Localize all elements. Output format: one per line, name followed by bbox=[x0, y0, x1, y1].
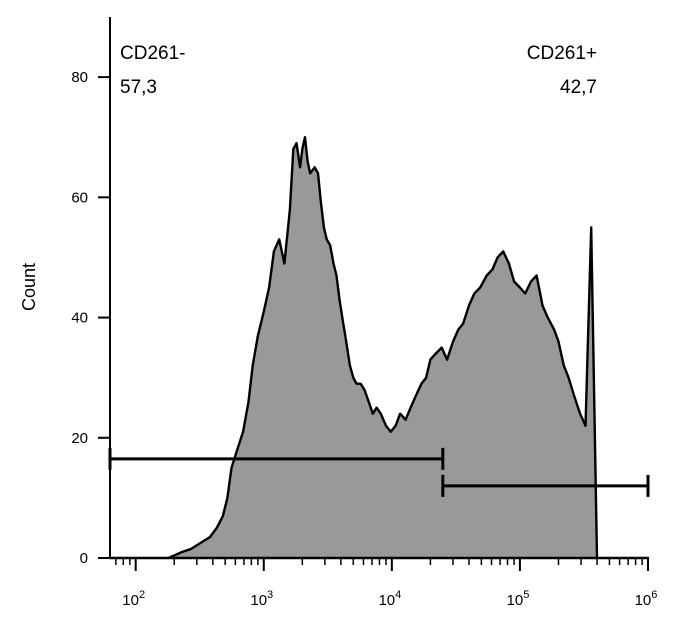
gate-label-cd261-pos: CD261+ bbox=[527, 43, 597, 64]
y-axis-title: Count bbox=[19, 263, 39, 311]
y-axis-ticks: 0 20 40 60 80 bbox=[71, 69, 110, 567]
x-tick-label: 104 bbox=[378, 589, 401, 609]
gates bbox=[108, 447, 650, 497]
y-tick-label: 60 bbox=[71, 189, 88, 206]
y-tick-label: 40 bbox=[71, 310, 88, 327]
x-tick-label: 105 bbox=[507, 589, 530, 609]
y-tick-label: 80 bbox=[71, 69, 88, 86]
x-tick-label: 106 bbox=[635, 589, 658, 609]
x-tick-label: 102 bbox=[122, 589, 145, 609]
x-axis-ticks: 102 103 104 105 106 bbox=[115, 558, 658, 609]
x-tick-label: 103 bbox=[250, 589, 273, 609]
y-tick-label: 20 bbox=[71, 430, 88, 447]
gate-value-cd261-pos: 42,7 bbox=[560, 77, 597, 98]
gate-value-cd261-neg: 57,3 bbox=[120, 77, 157, 98]
gate-label-cd261-neg: CD261- bbox=[120, 43, 185, 64]
y-tick-label: 0 bbox=[80, 550, 88, 567]
histogram-area bbox=[108, 136, 650, 560]
